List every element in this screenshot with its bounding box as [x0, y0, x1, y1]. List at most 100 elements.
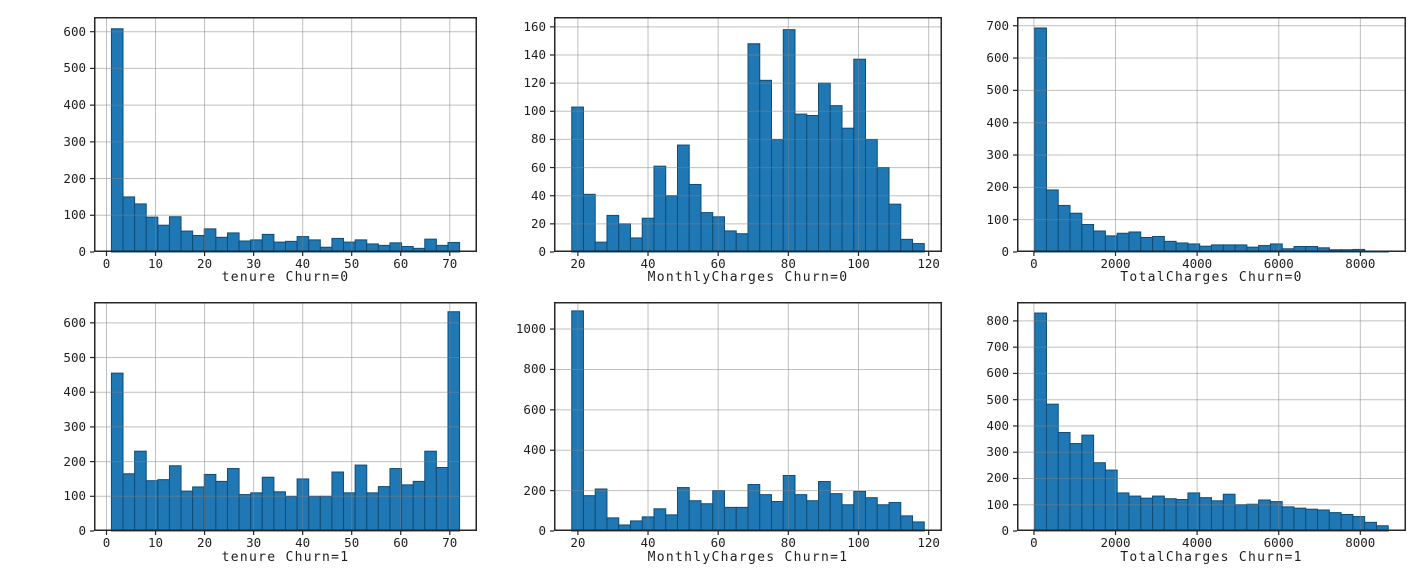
tick-marks: [550, 328, 930, 535]
y-tick-label: 700: [986, 339, 1009, 355]
x-tick-label: 6000: [1263, 256, 1294, 271]
histogram-bar: [1034, 312, 1047, 532]
plot-area: [1013, 302, 1406, 535]
histogram-bar: [215, 480, 228, 532]
histogram-bar: [806, 500, 820, 532]
histogram-bar: [1045, 189, 1059, 253]
grid-lines: [95, 303, 476, 530]
histogram-bar: [700, 212, 714, 253]
histogram-bar: [1187, 492, 1201, 532]
histogram-bar: [676, 487, 690, 532]
histogram-bar: [1163, 498, 1177, 532]
plot-area: [90, 17, 477, 256]
histogram-bar: [794, 494, 808, 532]
histogram-bars: [110, 311, 461, 532]
histogram-bar: [285, 240, 298, 253]
x-tick-label: 40: [640, 535, 656, 550]
plot-area: [90, 302, 477, 535]
histogram-bar: [759, 494, 772, 532]
x-tick-label: 70: [442, 256, 458, 271]
histogram-bar: [1234, 504, 1248, 532]
histogram-bar: [354, 464, 368, 532]
x-tick-label: 100: [847, 256, 870, 271]
y-tick-label: 200: [63, 453, 86, 469]
y-tick-label: 80: [530, 131, 546, 147]
x-tick-label: 60: [710, 256, 726, 271]
histogram-bar: [606, 214, 620, 253]
y-tick-label: 100: [523, 103, 546, 119]
histogram-bar: [676, 144, 690, 253]
histogram-bar: [134, 450, 147, 532]
axes-spines: [554, 17, 942, 252]
histogram-bar: [226, 232, 240, 253]
histogram-bar: [203, 473, 217, 532]
x-tick-label: 30: [246, 535, 262, 550]
histogram-bars: [110, 28, 461, 253]
x-axis-label: MonthlyCharges Churn=1: [647, 550, 849, 565]
x-tick-label: 6000: [1263, 535, 1294, 550]
histogram-bar: [747, 484, 761, 532]
histogram-bar: [759, 79, 772, 253]
tick-marks: [90, 322, 451, 535]
histogram-bar: [747, 43, 761, 253]
subplot-monthlycharges-churn0: 0 20 40 60 80 100 120 140 160 20 40 60 80 100 120: [523, 17, 942, 271]
x-tick-label: 0: [1030, 256, 1038, 271]
histogram-bar: [853, 490, 867, 532]
histogram-bar: [582, 495, 596, 532]
x-axis-label: TotalCharges Churn=0: [1120, 270, 1303, 285]
y-tick-label: 160: [523, 18, 546, 34]
y-tick-label: 300: [986, 444, 1009, 460]
y-tick-label: 20: [530, 215, 546, 231]
x-tick-label: 8000: [1345, 535, 1376, 550]
histogram-bar: [110, 28, 124, 253]
histogram-bar: [782, 29, 796, 253]
histogram-bar: [1116, 492, 1130, 532]
histogram-bar: [1317, 509, 1330, 532]
histogram-bar: [157, 224, 170, 253]
histogram-bar: [122, 473, 136, 532]
histogram-bar: [700, 503, 714, 532]
histogram-bar: [1069, 212, 1083, 253]
y-tick-label: 600: [523, 401, 546, 417]
x-axis-label: tenure Churn=1: [221, 550, 350, 565]
histogram-bar: [653, 508, 667, 532]
histogram-bar: [308, 239, 321, 253]
x-tick-label: 50: [344, 535, 360, 550]
histogram-bar: [829, 105, 843, 253]
y-tick-label: 400: [63, 384, 86, 400]
y-tick-label: 400: [63, 97, 86, 113]
subplot-tenure-churn0: 0 100 200 300 400 500 600 0 10 20 30 40 50 60 70: [63, 17, 477, 271]
histogram-bar: [1222, 493, 1236, 532]
y-tick-label: 1000: [515, 321, 546, 337]
histogram-bar: [1152, 495, 1165, 532]
tick-marks: [550, 26, 930, 256]
histogram-bar: [180, 490, 194, 532]
histogram-bar: [401, 484, 414, 532]
histogram-bar: [331, 237, 345, 253]
x-tick-label: 30: [246, 256, 262, 271]
x-tick-label: 0: [102, 535, 111, 550]
plot-area: [550, 302, 942, 535]
x-tick-label: 50: [344, 256, 360, 271]
histogram-bars: [1034, 27, 1389, 253]
y-tick-label: 400: [523, 442, 546, 458]
y-tick-label: 700: [986, 17, 1009, 33]
histogram-bar: [1293, 507, 1307, 532]
y-tick-label: 300: [63, 133, 86, 149]
histogram-bar: [110, 372, 124, 532]
x-tick-label: 4000: [1182, 535, 1213, 550]
histogram-bar: [412, 480, 426, 532]
x-tick-label: 20: [197, 256, 213, 271]
histogram-bar: [1081, 434, 1095, 532]
grid-lines: [95, 18, 476, 251]
histogram-bar: [818, 481, 831, 532]
y-tick-label: 500: [986, 391, 1009, 407]
x-axis-label: TotalCharges Churn=1: [1120, 550, 1303, 565]
y-tick-label: 500: [986, 82, 1009, 98]
x-tick-label: 20: [570, 535, 586, 550]
histogram-bar: [1069, 443, 1083, 532]
histogram-bar: [1128, 231, 1142, 253]
y-tick-label: 100: [986, 211, 1009, 227]
histogram-bar: [424, 450, 437, 532]
axes-spines: [1017, 302, 1406, 531]
